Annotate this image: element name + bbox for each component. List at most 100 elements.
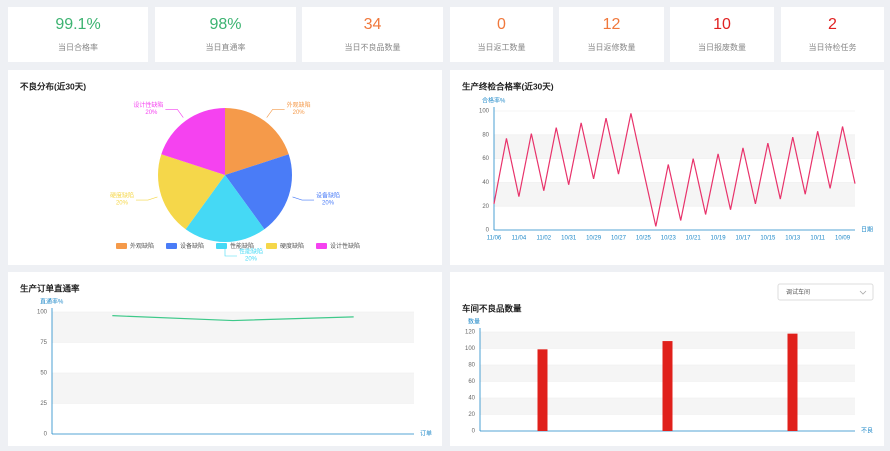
y-tick-label: 100 — [465, 346, 476, 352]
kpi-card — [670, 7, 774, 62]
y-tick-label: 100 — [37, 310, 48, 316]
grid-band — [494, 134, 855, 159]
slice-value: 20% — [322, 201, 335, 207]
y-tick-label: 80 — [468, 363, 475, 369]
x-tick-label: 10/15 — [760, 236, 776, 242]
grid-band — [480, 332, 855, 349]
legend-label: 设备缺陷 — [180, 242, 204, 250]
legend-swatch — [266, 243, 277, 249]
y-axis-name: 直通率% — [40, 298, 64, 306]
line-series — [112, 315, 354, 322]
y-tick-label: 75 — [40, 340, 47, 346]
kpi-label: 当日合格率 — [58, 42, 98, 52]
x-tick-label: 10/11 — [810, 236, 825, 242]
pie-slice — [225, 154, 292, 230]
x-axis-name: 日期 — [861, 226, 873, 234]
x-tick-label: 10/27 — [611, 236, 627, 242]
chart-title: 不良分布(近30天) — [20, 81, 86, 91]
bar — [537, 349, 548, 431]
leader-line — [165, 109, 184, 118]
pie-slice — [158, 154, 225, 230]
bar — [787, 333, 798, 431]
leader-line — [135, 196, 158, 201]
dropdown-text: 调试车间 — [786, 288, 810, 296]
legend-label: 设计性缺陷 — [330, 242, 360, 250]
kpi-value: 98% — [209, 16, 241, 33]
pie-slice — [161, 108, 225, 175]
x-tick-label: 10/21 — [686, 236, 702, 242]
legend-swatch — [116, 243, 127, 249]
slice-label: 性能缺陷 — [239, 248, 263, 256]
kpi-value: 2 — [828, 16, 837, 33]
slice-label: 设计性缺陷 — [133, 101, 163, 109]
kpi-label: 当日返工数量 — [478, 42, 526, 52]
kpi-label: 当日不良品数量 — [345, 42, 401, 52]
x-tick-label: 10/13 — [785, 236, 801, 242]
kpi-value: 0 — [497, 16, 506, 33]
chart-title: 生产终检合格率(近30天) — [462, 81, 554, 91]
bar — [662, 341, 673, 431]
slice-label: 硬度缺陷 — [110, 192, 134, 200]
y-tick-label: 60 — [468, 379, 475, 385]
panel — [450, 70, 884, 265]
kpi-card — [450, 7, 553, 62]
x-tick-label: 10/25 — [636, 236, 652, 242]
x-tick-label: 10/23 — [661, 236, 677, 242]
legend-label: 外观缺陷 — [130, 242, 154, 250]
y-tick-label: 20 — [468, 412, 475, 418]
leader-line — [266, 109, 285, 118]
x-tick-label: 11/02 — [537, 236, 552, 242]
kpi-value: 34 — [364, 16, 382, 33]
y-tick-label: 0 — [472, 429, 476, 435]
slice-label: 设备缺陷 — [316, 192, 340, 200]
y-tick-label: 40 — [468, 396, 475, 402]
slice-value: 20% — [116, 201, 129, 207]
legend-swatch — [216, 243, 227, 249]
slice-label: 外观缺陷 — [287, 101, 311, 109]
x-tick-label: 10/19 — [711, 236, 727, 242]
y-axis-name: 合格率% — [482, 97, 506, 105]
chart-title: 生产订单直通率 — [20, 283, 80, 293]
dropdown[interactable] — [777, 283, 874, 301]
kpi-card — [8, 7, 148, 62]
x-tick-label: 10/17 — [735, 236, 751, 242]
y-tick-label: 50 — [40, 371, 47, 377]
kpi-value: 12 — [603, 16, 621, 33]
y-tick-label: 60 — [482, 156, 489, 162]
grid-band — [52, 373, 414, 404]
kpi-card — [781, 7, 884, 62]
x-tick-label: 10/09 — [835, 236, 851, 242]
pie-slice — [185, 175, 265, 243]
kpi-card — [302, 7, 443, 62]
y-tick-label: 0 — [486, 228, 490, 234]
kpi-label: 当日直通率 — [206, 42, 246, 52]
line-series — [493, 113, 856, 227]
kpi-label: 当日返修数量 — [588, 42, 636, 52]
x-tick-label: 11/06 — [487, 236, 502, 242]
kpi-value: 99.1% — [55, 16, 100, 33]
grid-band — [52, 312, 414, 343]
legend-label: 性能缺陷 — [230, 242, 254, 250]
legend-label: 硬度缺陷 — [280, 242, 304, 250]
kpi-card — [155, 7, 296, 62]
legend-swatch — [166, 243, 177, 249]
leader-line — [292, 196, 315, 201]
pie-slice — [225, 108, 289, 175]
legend-swatch — [316, 243, 327, 249]
y-tick-label: 120 — [465, 330, 476, 336]
x-tick-label: 10/29 — [586, 236, 602, 242]
kpi-label: 当日待检任务 — [809, 42, 857, 52]
kpi-value: 10 — [713, 16, 731, 33]
leader-line — [224, 246, 237, 257]
slice-value: 20% — [293, 110, 306, 116]
y-tick-label: 25 — [40, 401, 47, 407]
y-tick-label: 80 — [482, 132, 489, 138]
kpi-card — [559, 7, 664, 62]
slice-value: 20% — [245, 257, 258, 263]
x-tick-label: 10/31 — [561, 236, 577, 242]
chart-title: 车间不良品数量 — [462, 303, 522, 313]
y-tick-label: 20 — [482, 204, 489, 210]
y-axis-name: 数量 — [468, 318, 480, 326]
